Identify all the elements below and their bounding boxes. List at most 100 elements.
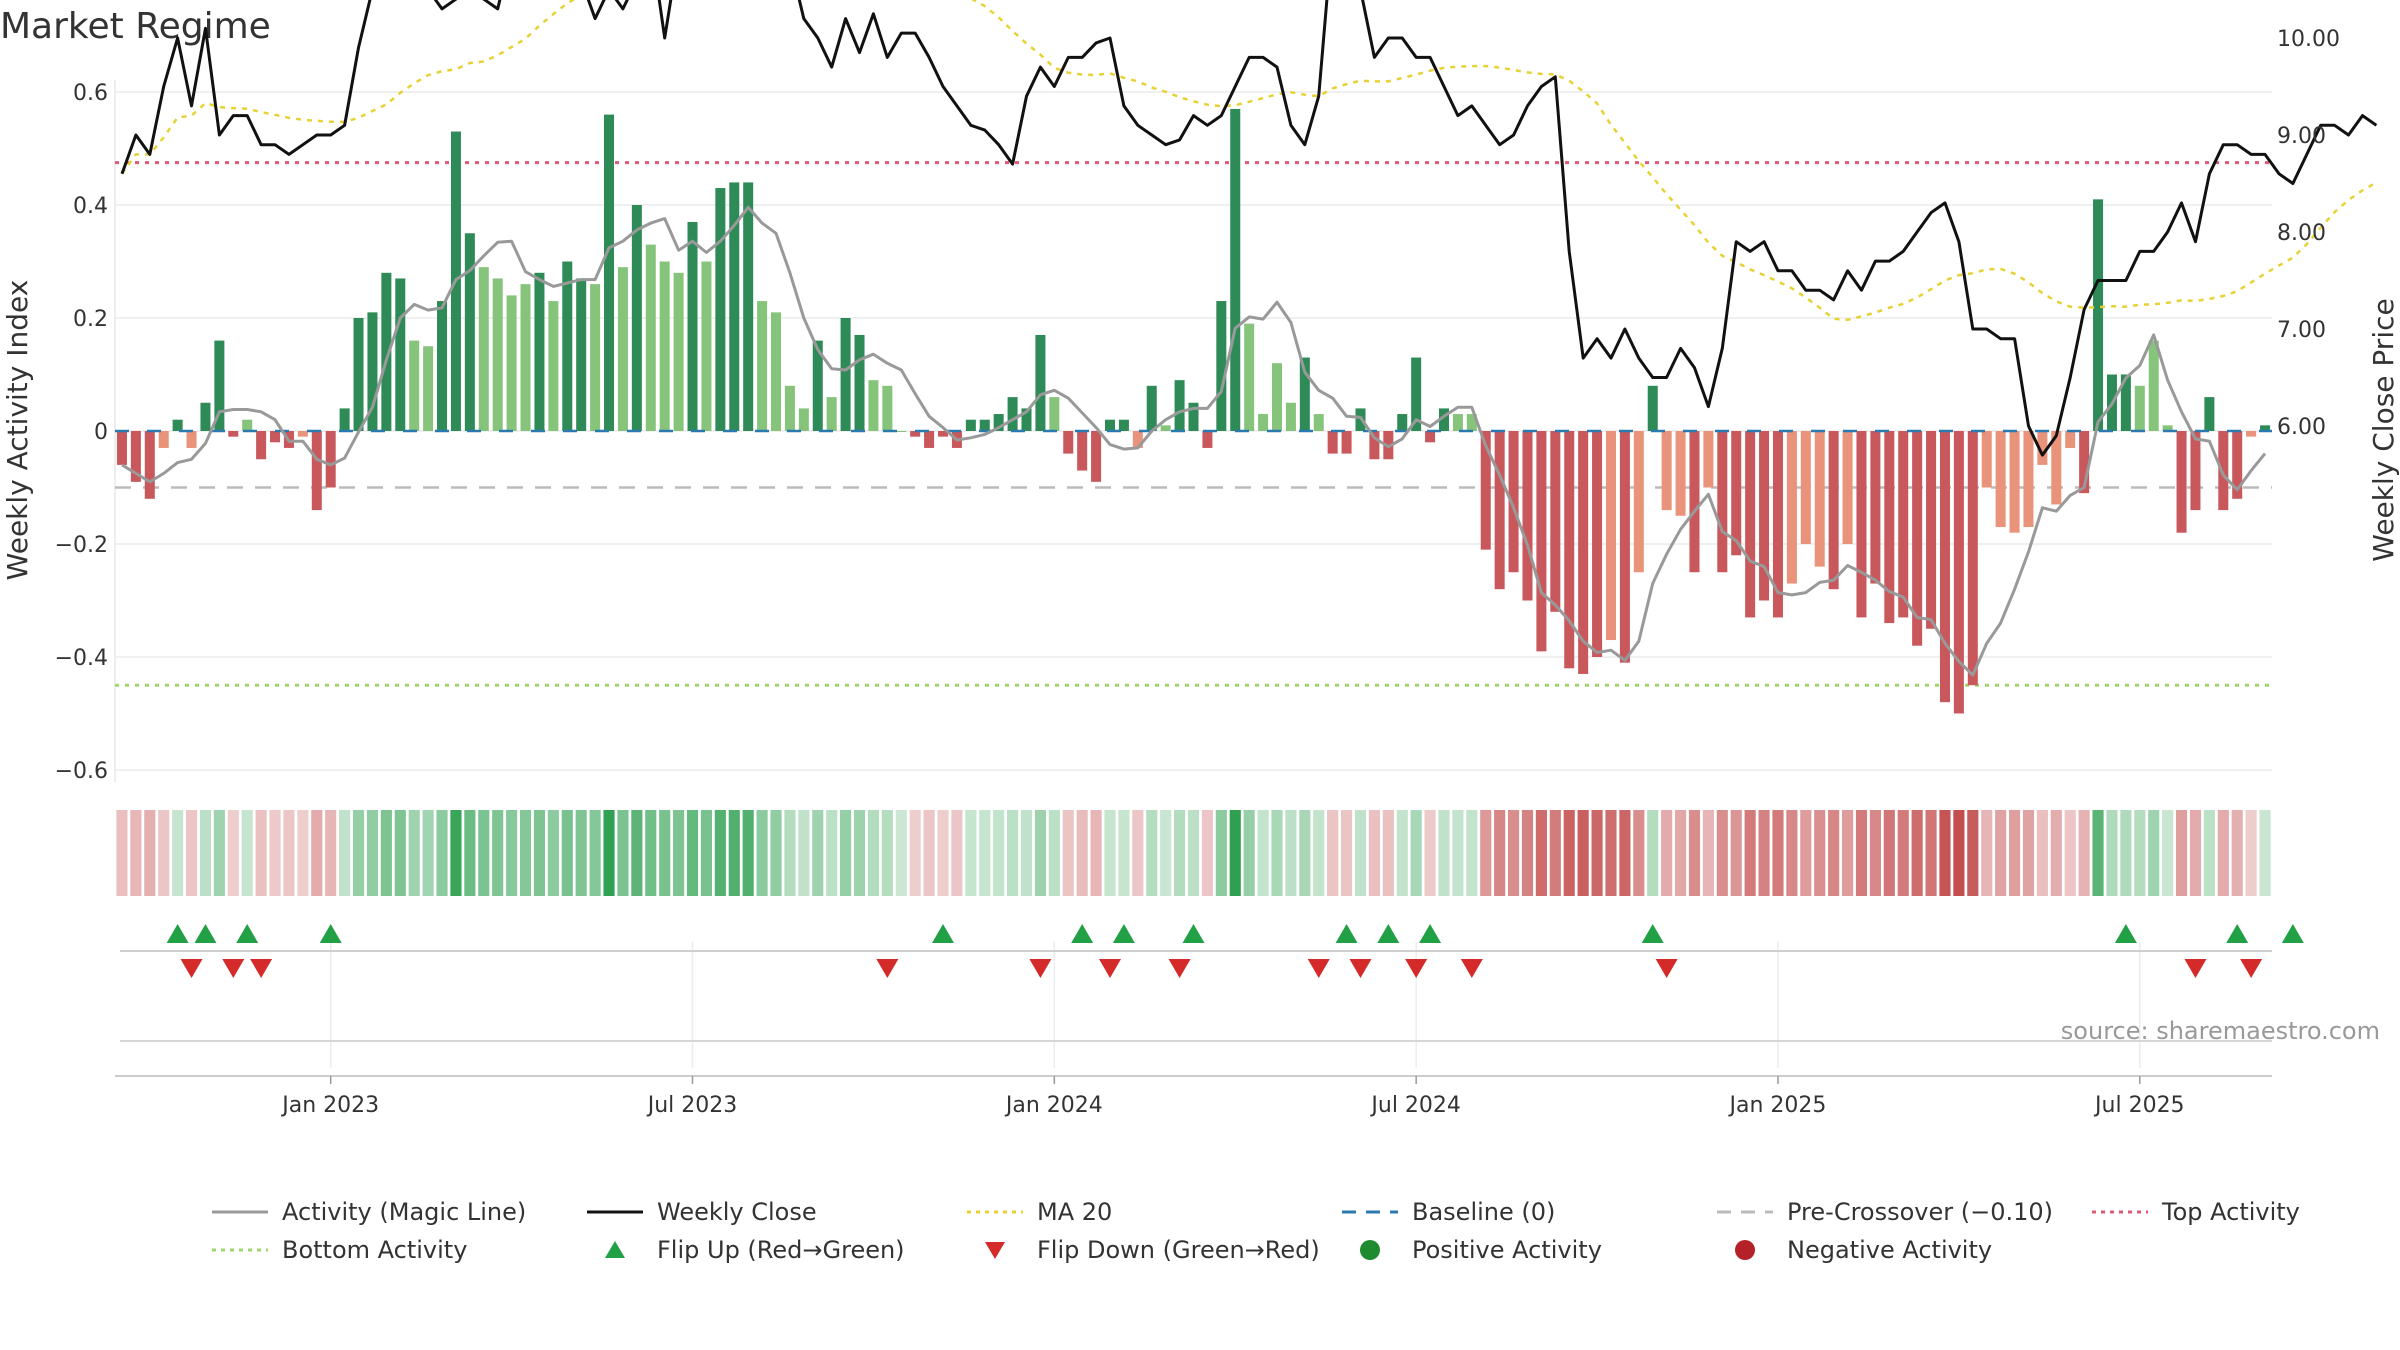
activity-bar — [1160, 425, 1171, 431]
regime-strip-cell — [325, 810, 337, 896]
regime-strip-cell — [394, 810, 406, 896]
activity-bar — [1480, 431, 1491, 550]
activity-bar — [590, 284, 601, 431]
activity-bar — [576, 278, 587, 431]
y2-tick-label: 10.00 — [2277, 27, 2340, 52]
regime-strip-cell — [784, 810, 796, 896]
activity-bar — [1633, 431, 1644, 573]
regime-strip-cell — [380, 810, 392, 896]
activity-bar — [395, 278, 406, 431]
regime-strip-cell — [1007, 810, 1019, 896]
regime-strip-cell — [1953, 810, 1965, 896]
regime-strip-cell — [1967, 810, 1979, 896]
regime-strip-cell — [589, 810, 601, 896]
regime-strip-cell — [1647, 810, 1659, 896]
activity-bar — [715, 188, 726, 431]
regime-strip-cell — [993, 810, 1005, 896]
activity-bar — [1926, 431, 1937, 629]
activity-bar — [2009, 431, 2020, 533]
regime-strip-cell — [2106, 810, 2118, 896]
regime-strip-cell — [1661, 810, 1673, 896]
regime-strip-cell — [631, 810, 643, 896]
regime-strip-cell — [339, 810, 351, 896]
regime-strip-cell — [923, 810, 935, 896]
activity-bar — [1063, 431, 1074, 454]
activity-bar — [798, 408, 809, 431]
regime-strip-cell — [909, 810, 921, 896]
regime-strip-cell — [659, 810, 671, 896]
legend-label: Flip Down (Green→Red) — [1037, 1236, 1320, 1264]
x-tick-label: Jan 2024 — [1004, 1093, 1103, 1118]
activity-bar — [1077, 431, 1088, 471]
regime-strip-cell — [1925, 810, 1937, 896]
activity-bar — [297, 431, 308, 437]
legend-item: Top Activity — [2090, 1198, 2300, 1226]
regime-strip-cell — [853, 810, 866, 896]
activity-bar — [339, 408, 350, 431]
activity-bar — [924, 431, 935, 448]
activity-bar — [1717, 431, 1728, 573]
activity-bar — [757, 301, 768, 431]
regime-strip-cell — [366, 810, 379, 896]
activity-bar — [548, 301, 559, 431]
legend-marker — [985, 1242, 1005, 1259]
regime-strip-cell — [158, 810, 170, 896]
regime-strip-cell — [1229, 810, 1241, 896]
flip-up-marker — [1071, 924, 1094, 943]
activity-bar — [2065, 431, 2076, 448]
activity-bar — [464, 233, 475, 431]
flip-down-marker — [2240, 959, 2263, 978]
regime-strip-cell — [2231, 810, 2243, 896]
flip-down-marker — [1405, 959, 1428, 978]
regime-strip-cell — [2078, 810, 2090, 896]
activity-bar — [2176, 431, 2187, 533]
regime-strip-cell — [1410, 810, 1422, 896]
regime-strip-cell — [408, 810, 420, 896]
activity-bar — [937, 431, 949, 437]
legend-label: Negative Activity — [1787, 1236, 1993, 1264]
regime-strip-cell — [464, 810, 476, 896]
activity-bar — [1007, 397, 1018, 431]
flip-down-marker — [180, 959, 203, 978]
activity-bar — [353, 318, 364, 431]
activity-bar — [2218, 431, 2229, 511]
activity-bar — [771, 312, 782, 431]
activity-bar — [409, 340, 420, 431]
activity-bar — [1216, 301, 1227, 431]
activity-bar — [1828, 431, 1839, 590]
regime-strip-cell — [1118, 810, 1130, 896]
regime-strip-cell — [352, 810, 365, 896]
y2-tick-label: 6.00 — [2277, 415, 2326, 440]
activity-bar — [1104, 419, 1116, 431]
regime-strip-cell — [2008, 810, 2021, 896]
regime-strip-cell — [199, 810, 212, 896]
regime-strip-cell — [1688, 810, 1701, 896]
activity-bar — [1759, 431, 1770, 601]
activity-bar — [826, 397, 837, 431]
regime-strip-cell — [742, 810, 754, 896]
activity-bar — [1953, 431, 1964, 714]
legend-swatch — [1360, 1240, 1380, 1260]
regime-strip-cell — [1396, 810, 1408, 896]
activity-bar — [1647, 385, 1658, 431]
regime-strip-cell — [1480, 810, 1492, 896]
regime-strip-cell — [436, 810, 448, 896]
activity-bar — [1466, 414, 1477, 431]
flip-up-marker — [1112, 924, 1135, 943]
activity-bar — [186, 431, 197, 448]
activity-bar — [2162, 425, 2173, 431]
activity-bar — [381, 272, 392, 431]
activity-bar — [1369, 431, 1380, 460]
flip-down-marker — [250, 959, 273, 978]
y2-axis-title: Weekly Close Price — [2367, 298, 2400, 561]
regime-strip-cell — [422, 810, 434, 896]
y-tick-label: 0.4 — [73, 194, 108, 219]
legend-swatch — [2092, 1210, 2148, 1214]
regime-strip-cell — [1285, 810, 1297, 896]
activity-bar — [1786, 431, 1797, 584]
regime-strip-cell — [686, 810, 699, 896]
regime-strip-cell — [1995, 810, 2007, 896]
regime-strip-cell — [1160, 810, 1172, 896]
